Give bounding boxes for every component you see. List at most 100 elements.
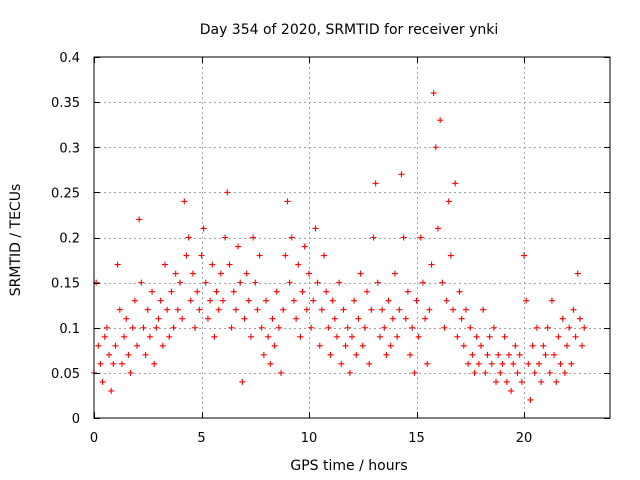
data-point xyxy=(224,189,231,196)
data-points xyxy=(91,90,588,403)
data-point xyxy=(232,306,239,313)
data-point xyxy=(508,387,515,394)
data-point xyxy=(536,360,543,367)
data-point xyxy=(452,180,459,187)
data-point xyxy=(140,324,147,331)
x-tick-label: 20 xyxy=(516,431,533,446)
data-point xyxy=(415,333,422,340)
data-point xyxy=(217,270,224,277)
x-tick-label: 10 xyxy=(301,431,318,446)
data-point xyxy=(460,342,467,349)
data-point xyxy=(430,90,437,97)
data-point xyxy=(478,342,484,349)
data-point xyxy=(316,342,323,349)
data-point xyxy=(237,279,244,286)
data-point xyxy=(486,333,493,340)
data-point xyxy=(110,360,117,367)
data-point xyxy=(297,333,304,340)
data-point xyxy=(142,351,149,358)
data-point xyxy=(321,252,328,259)
data-point xyxy=(179,315,186,322)
data-point xyxy=(114,261,121,268)
data-point xyxy=(172,270,179,277)
data-point xyxy=(293,315,300,322)
data-point xyxy=(523,297,530,304)
data-point xyxy=(252,279,259,286)
data-point xyxy=(275,324,282,331)
data-point xyxy=(168,288,175,295)
data-point xyxy=(118,360,125,367)
data-point xyxy=(181,198,188,205)
data-point xyxy=(361,324,368,331)
x-tick-label: 0 xyxy=(90,431,98,446)
data-point xyxy=(579,342,586,349)
data-point xyxy=(211,333,218,340)
data-point xyxy=(409,324,416,331)
data-point xyxy=(267,360,274,367)
data-point xyxy=(555,333,562,340)
data-point xyxy=(553,378,560,385)
chart-title: Day 354 of 2020, SRMTID for receiver ynk… xyxy=(200,22,499,38)
data-point xyxy=(125,351,132,358)
data-point xyxy=(402,315,409,322)
data-point xyxy=(239,378,246,385)
data-point xyxy=(185,234,192,241)
data-point xyxy=(566,324,573,331)
data-point xyxy=(228,324,235,331)
data-point xyxy=(192,324,199,331)
y-tick-label: 0.35 xyxy=(51,96,80,111)
data-point xyxy=(290,297,297,304)
data-point xyxy=(564,342,570,349)
data-point xyxy=(189,270,196,277)
data-point xyxy=(490,324,497,331)
data-point xyxy=(546,369,553,376)
data-point xyxy=(518,378,525,385)
data-point xyxy=(194,288,201,295)
y-tick-label: 0 xyxy=(72,412,80,427)
data-point xyxy=(327,351,334,358)
data-point xyxy=(379,306,386,313)
data-point xyxy=(329,297,336,304)
data-point xyxy=(351,297,358,304)
data-point xyxy=(435,225,441,232)
data-point xyxy=(355,315,362,322)
data-point xyxy=(134,342,140,349)
data-point xyxy=(503,378,510,385)
data-point xyxy=(368,306,375,313)
data-point xyxy=(346,369,353,376)
data-point xyxy=(514,369,521,376)
data-point xyxy=(465,360,472,367)
data-point xyxy=(127,369,134,376)
data-point xyxy=(247,333,254,340)
data-point xyxy=(480,306,487,313)
y-tick-label: 0.4 xyxy=(59,51,80,66)
data-point xyxy=(344,324,351,331)
data-point xyxy=(166,333,173,340)
data-point xyxy=(209,261,216,268)
data-point xyxy=(493,378,500,385)
data-point xyxy=(413,297,420,304)
y-tick-label: 0.25 xyxy=(51,186,80,201)
data-point xyxy=(260,351,267,358)
data-point xyxy=(467,324,474,331)
data-point xyxy=(574,270,581,277)
data-point xyxy=(527,396,534,403)
data-point xyxy=(441,324,448,331)
data-point xyxy=(198,252,205,259)
x-tick-label: 5 xyxy=(197,431,205,446)
data-point xyxy=(106,351,113,358)
data-point xyxy=(359,342,366,349)
data-point xyxy=(437,117,444,124)
plot-frame xyxy=(93,56,611,419)
data-point xyxy=(286,279,293,286)
data-point xyxy=(576,315,583,322)
data-point xyxy=(177,279,183,286)
data-point xyxy=(568,360,575,367)
data-point xyxy=(164,306,171,313)
data-point xyxy=(432,144,439,151)
data-point xyxy=(325,324,332,331)
data-point xyxy=(512,342,519,349)
data-point xyxy=(213,288,220,295)
data-point xyxy=(312,225,319,232)
